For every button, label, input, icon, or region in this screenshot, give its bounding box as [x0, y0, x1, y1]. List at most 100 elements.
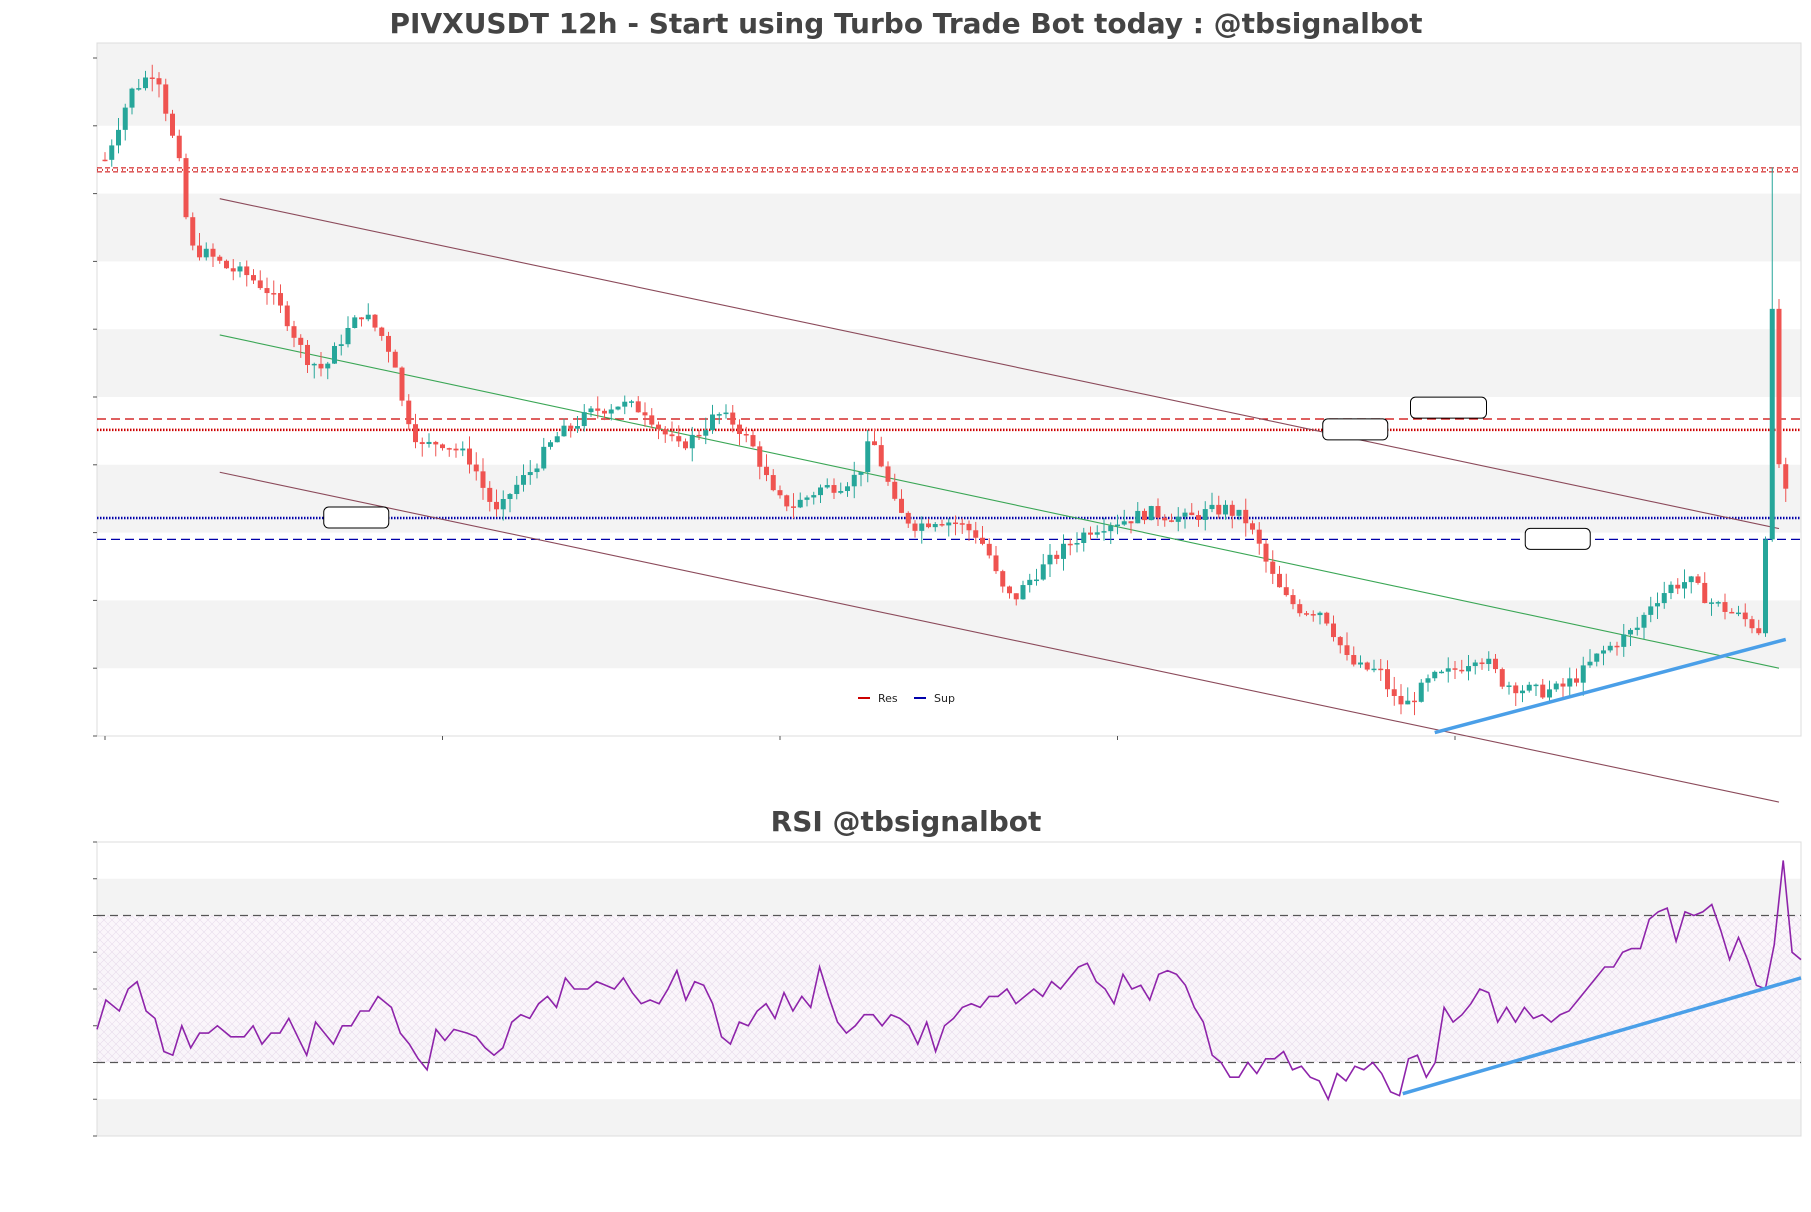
candle-up	[615, 406, 621, 410]
candle-up	[109, 145, 115, 160]
level-labels	[323, 396, 1591, 550]
channel-line-upper	[219, 198, 1780, 530]
candle-down	[1162, 517, 1168, 521]
rsi-chart-title: RSI @tbsignalbot	[771, 805, 1042, 838]
candle-down	[1378, 668, 1384, 671]
candle-down	[197, 245, 202, 258]
candle-up	[338, 344, 344, 346]
candle-down	[1007, 586, 1012, 594]
candle-up	[1034, 579, 1039, 582]
candle-up	[1047, 554, 1053, 565]
candle-down	[183, 158, 189, 218]
price-band	[97, 600, 1801, 669]
candle-down	[993, 555, 999, 572]
candle-down	[892, 481, 898, 499]
candle-up	[345, 327, 351, 345]
candle-up	[1202, 509, 1208, 520]
candle-down	[264, 288, 270, 294]
rsi-line	[96, 860, 1802, 1102]
candle-up	[1594, 653, 1600, 662]
candle-down	[986, 543, 992, 556]
level-label-box	[1322, 418, 1389, 441]
candle-down	[440, 444, 445, 449]
candle-down	[318, 363, 324, 369]
candle-down	[494, 501, 499, 510]
candle-down	[149, 77, 155, 80]
candle-down	[372, 314, 378, 328]
candle-down	[878, 445, 884, 467]
candle-up	[507, 494, 513, 499]
candle-down	[284, 305, 290, 327]
candle-up	[1020, 585, 1026, 600]
candle-up	[311, 363, 317, 366]
candle-up	[1580, 665, 1586, 683]
candle-up	[689, 434, 695, 449]
candle-up	[946, 522, 952, 526]
candle-up	[608, 409, 614, 414]
candle-up	[1506, 685, 1512, 687]
candle-down	[1142, 510, 1147, 521]
candle-down	[1574, 678, 1579, 683]
candle-down	[1283, 587, 1289, 596]
channel-line-middle	[219, 334, 1780, 669]
candle-down	[271, 293, 277, 295]
candle-up	[1094, 532, 1100, 535]
candle-down	[642, 412, 648, 416]
candle-up	[1061, 543, 1066, 559]
candle-up	[811, 495, 817, 498]
candle-up	[352, 317, 358, 328]
candle-up	[203, 248, 209, 258]
candle-up	[1520, 690, 1525, 694]
price-legend: Res Sup	[858, 692, 955, 705]
candle-up	[865, 441, 871, 473]
candle-down	[224, 260, 229, 269]
candle-up	[514, 484, 520, 495]
level-label-box	[1410, 396, 1487, 419]
candle-up	[136, 88, 142, 90]
candle-up	[129, 88, 135, 108]
candle-down	[656, 424, 661, 430]
candle-down	[1749, 619, 1755, 629]
candle-down	[669, 434, 675, 437]
candle-down	[453, 448, 459, 451]
candle-up	[1175, 516, 1181, 522]
candle-down	[737, 424, 742, 435]
candle-up	[1601, 650, 1606, 654]
candle-down	[251, 275, 256, 281]
channel-line-lower	[219, 471, 1780, 803]
candle-up	[932, 524, 938, 528]
candle-down	[1229, 504, 1235, 516]
candle-down	[163, 84, 169, 114]
candle-down	[568, 425, 574, 429]
rsi-uptrend-line	[1402, 976, 1802, 1096]
candle-up	[710, 414, 715, 431]
candle-down	[1088, 532, 1093, 535]
candle-up	[1148, 506, 1154, 521]
candle-up	[919, 523, 925, 531]
candle-down	[1776, 308, 1782, 465]
rsi-panel-bands	[97, 878, 1801, 1136]
price-trend-line	[1434, 637, 1787, 735]
candle-up	[716, 414, 722, 416]
candle-up	[143, 77, 148, 89]
candle-up	[1709, 602, 1714, 604]
candle-down	[487, 487, 493, 502]
candle-up	[1641, 614, 1647, 628]
candle-up	[1661, 593, 1667, 604]
price-panel-frame	[96, 42, 1802, 737]
candle-up	[1607, 645, 1613, 651]
candle-down	[278, 293, 283, 306]
price-panel-bands	[97, 43, 1801, 669]
price-uptrend-line	[1434, 637, 1787, 735]
candle-down	[602, 410, 607, 414]
candle-down	[676, 436, 682, 442]
candle-down	[291, 326, 297, 338]
candle-down	[359, 317, 364, 320]
rsi-band	[97, 1099, 1801, 1136]
price-x-axis	[104, 736, 1456, 740]
candle-down	[777, 490, 783, 496]
candle-down	[1695, 576, 1701, 583]
candle-down	[1756, 628, 1762, 634]
candle-up	[1668, 584, 1674, 594]
